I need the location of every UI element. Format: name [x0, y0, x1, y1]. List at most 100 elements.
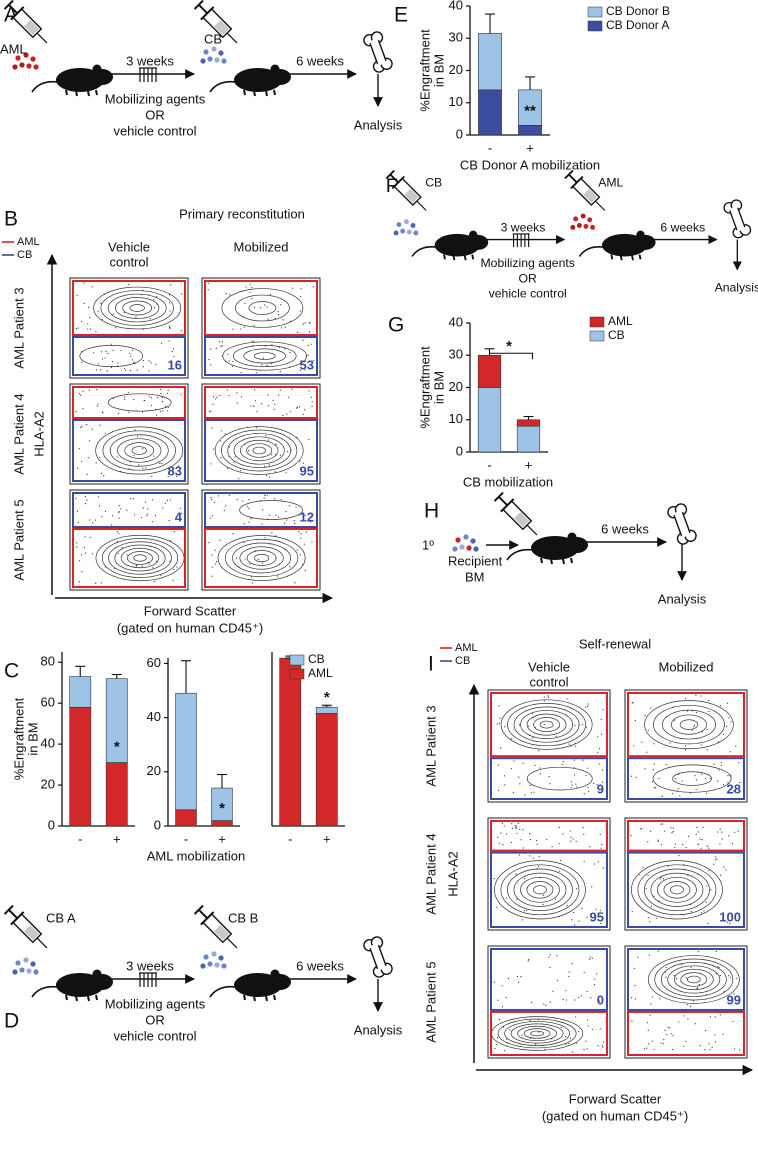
- event-dot: [105, 350, 107, 352]
- event-dot: [735, 913, 738, 915]
- event-dot: [630, 775, 632, 777]
- event-dot: [586, 1019, 589, 1021]
- event-dot: [650, 830, 652, 832]
- mouse-icon: [578, 230, 656, 261]
- event-dot: [546, 838, 548, 841]
- event-dot: [170, 284, 172, 286]
- event-dot: [585, 726, 587, 728]
- event-dot: [118, 505, 120, 507]
- event-dot: [537, 1031, 540, 1033]
- plot-frame: [69, 489, 189, 591]
- contour: [672, 771, 712, 786]
- event-dot: [292, 287, 294, 289]
- event-dot: [311, 541, 313, 543]
- treatment-label: OR: [145, 1012, 165, 1027]
- event-dot: [535, 1043, 537, 1045]
- panel-letter: H: [424, 500, 439, 523]
- event-dot: [570, 781, 572, 783]
- event-dot: [147, 513, 149, 515]
- bone-icon: [363, 31, 393, 73]
- event-dot: [631, 1020, 633, 1022]
- event-dot: [694, 1023, 696, 1025]
- event-dot: [682, 843, 684, 846]
- event-dot: [167, 475, 169, 478]
- event-dot: [555, 735, 557, 738]
- event-dot: [268, 476, 271, 478]
- event-dot: [84, 552, 87, 554]
- mouse-leg: [562, 558, 565, 565]
- mouse-leg: [610, 254, 614, 260]
- cb-percent: 83: [168, 463, 182, 478]
- event-dot: [529, 833, 531, 835]
- event-dot: [264, 304, 266, 306]
- cell-dot: [12, 64, 18, 70]
- legend-swatch: [587, 6, 603, 18]
- event-dot: [118, 512, 120, 514]
- event-dot: [554, 898, 557, 900]
- cell-dot: [576, 223, 582, 228]
- event-dot: [116, 531, 118, 533]
- event-dot: [153, 455, 155, 457]
- legend-label: CB: [308, 652, 325, 666]
- event-dot: [129, 369, 131, 371]
- y-tick-label: 60: [147, 655, 161, 670]
- event-dot: [150, 404, 153, 406]
- event-dot: [271, 344, 273, 346]
- event-dot: [574, 999, 576, 1001]
- event-dot: [695, 711, 697, 714]
- event-dot: [639, 874, 641, 876]
- event-dot: [505, 897, 507, 899]
- event-dot: [130, 497, 132, 500]
- event-dot: [173, 348, 175, 350]
- contour: [235, 294, 290, 322]
- event-dot: [117, 362, 119, 364]
- event-dot: [160, 342, 163, 344]
- mouse-icon: [31, 969, 113, 1002]
- event-dot: [91, 428, 93, 430]
- event-dot: [601, 769, 603, 771]
- event-dot: [180, 330, 182, 332]
- event-dot: [78, 448, 80, 450]
- event-dot: [294, 582, 296, 584]
- event-dot: [708, 870, 710, 872]
- event-dot: [600, 718, 602, 721]
- event-dot: [289, 351, 291, 354]
- event-dot: [513, 760, 515, 762]
- event-dot: [304, 514, 306, 516]
- event-dot: [654, 787, 657, 789]
- event-dot: [160, 574, 162, 576]
- panel-title: Primary reconstitution: [179, 206, 305, 221]
- legend-label: CB: [608, 328, 625, 342]
- event-dot: [601, 844, 603, 846]
- mouse-leg: [95, 89, 98, 96]
- event-dot: [83, 302, 85, 304]
- event-dot: [247, 505, 249, 507]
- contour: [652, 764, 732, 793]
- event-dot: [493, 981, 495, 983]
- event-dot: [566, 904, 568, 907]
- event-dot: [583, 971, 585, 974]
- bar-segment: [477, 387, 502, 453]
- event-dot: [311, 405, 313, 408]
- event-dot: [518, 724, 521, 726]
- event-dot: [81, 571, 83, 573]
- cell-dot: [470, 538, 476, 544]
- event-dot: [302, 323, 304, 325]
- event-dot: [643, 1048, 646, 1050]
- interval-label: 6 weeks: [296, 958, 344, 973]
- event-dot: [717, 831, 719, 833]
- event-dot: [245, 286, 247, 288]
- event-dot: [150, 397, 153, 399]
- event-dot: [562, 833, 564, 835]
- event-dot: [94, 519, 97, 521]
- event-dot: [598, 1000, 601, 1002]
- syringe-needle: [526, 524, 538, 536]
- event-dot: [134, 363, 136, 365]
- x-tick-label: +: [323, 831, 331, 846]
- event-dot: [249, 563, 251, 565]
- x-axis-label: (gated on human CD45⁺): [117, 620, 263, 635]
- event-dot: [549, 954, 552, 956]
- contour: [120, 547, 160, 569]
- event-dot: [685, 977, 687, 979]
- event-dot: [153, 306, 156, 309]
